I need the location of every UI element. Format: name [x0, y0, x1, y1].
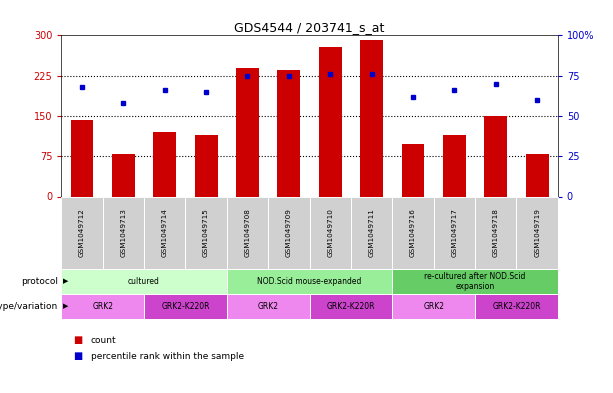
Text: GSM1049716: GSM1049716 [410, 208, 416, 257]
Text: GSM1049708: GSM1049708 [245, 208, 251, 257]
Text: GRK2: GRK2 [257, 302, 279, 311]
Text: GSM1049719: GSM1049719 [534, 208, 540, 257]
Bar [153, 132, 176, 196]
Bar [278, 70, 300, 196]
Bar [484, 116, 507, 196]
Bar [70, 120, 93, 196]
Text: ▶: ▶ [63, 303, 68, 309]
Text: ■: ■ [74, 351, 83, 361]
Text: protocol: protocol [21, 277, 58, 286]
Text: ▶: ▶ [63, 279, 68, 285]
Text: GSM1049717: GSM1049717 [451, 208, 457, 257]
Bar [236, 68, 259, 196]
Text: count: count [91, 336, 116, 345]
Text: GSM1049714: GSM1049714 [162, 208, 168, 257]
Text: GRK2-K220R: GRK2-K220R [327, 302, 375, 311]
Text: GSM1049710: GSM1049710 [327, 208, 333, 257]
Text: GSM1049711: GSM1049711 [368, 208, 375, 257]
Bar [526, 154, 549, 196]
Title: GDS4544 / 203741_s_at: GDS4544 / 203741_s_at [234, 21, 385, 34]
Text: re-cultured after NOD.Scid
expansion: re-cultured after NOD.Scid expansion [424, 272, 526, 291]
Text: GRK2: GRK2 [92, 302, 113, 311]
Text: GSM1049718: GSM1049718 [493, 208, 499, 257]
Text: GRK2-K220R: GRK2-K220R [492, 302, 541, 311]
Bar [402, 144, 424, 196]
Bar [319, 47, 341, 196]
Bar [112, 154, 135, 196]
Text: GSM1049709: GSM1049709 [286, 208, 292, 257]
Text: GSM1049712: GSM1049712 [79, 208, 85, 257]
Text: genotype/variation: genotype/variation [0, 302, 58, 311]
Text: GRK2-K220R: GRK2-K220R [161, 302, 210, 311]
Text: GSM1049713: GSM1049713 [120, 208, 126, 257]
Bar [443, 135, 466, 196]
Text: percentile rank within the sample: percentile rank within the sample [91, 352, 244, 360]
Text: cultured: cultured [128, 277, 160, 286]
Text: NOD.Scid mouse-expanded: NOD.Scid mouse-expanded [257, 277, 362, 286]
Text: GRK2: GRK2 [423, 302, 444, 311]
Text: GSM1049715: GSM1049715 [203, 208, 209, 257]
Bar [360, 40, 383, 197]
Text: ■: ■ [74, 335, 83, 345]
Bar [195, 135, 218, 196]
